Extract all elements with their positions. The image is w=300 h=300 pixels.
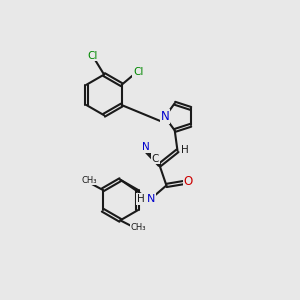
Text: N: N [160,110,169,123]
Text: O: O [184,175,193,188]
Text: CH₃: CH₃ [81,176,97,184]
Text: C: C [152,154,159,164]
Text: Cl: Cl [87,51,98,61]
Text: N: N [147,194,155,204]
Text: H: H [181,145,189,155]
Text: CH₃: CH₃ [131,223,146,232]
Text: N: N [142,142,150,152]
Text: Cl: Cl [133,67,143,77]
Text: H: H [137,194,145,204]
